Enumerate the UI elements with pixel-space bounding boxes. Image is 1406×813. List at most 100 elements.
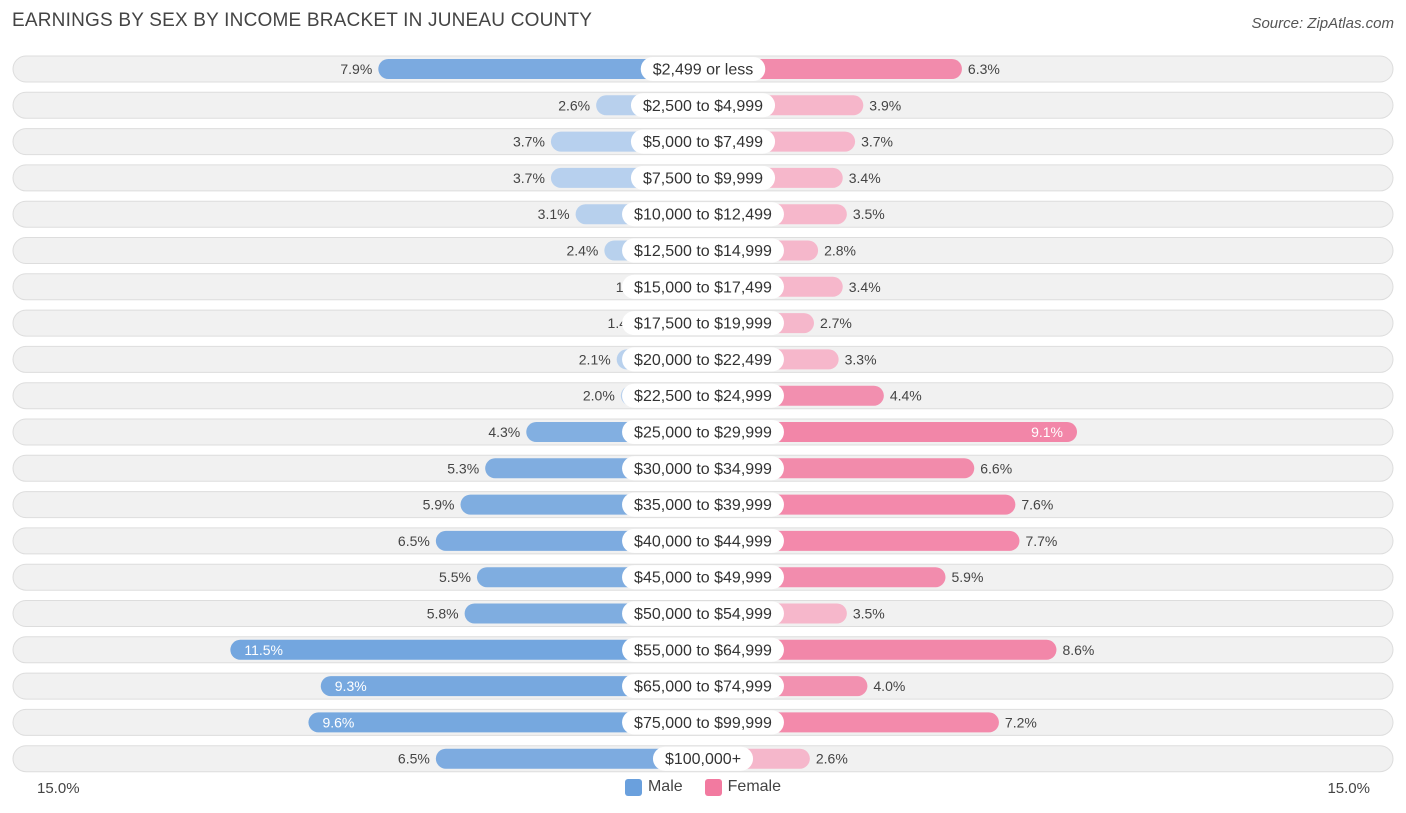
female-value-label: 5.9% [951, 569, 983, 585]
category-pill [622, 492, 784, 517]
chart-row: 5.9% 7.6% $35,000 to $39,999 [12, 491, 1394, 519]
category-pill [622, 456, 784, 481]
category-label: $65,000 to $74,999 [634, 679, 772, 696]
category-label: $7,500 to $9,999 [643, 170, 763, 187]
female-bar [703, 59, 962, 79]
female-value-label: 7.6% [1021, 497, 1053, 513]
chart-row: 2.6% 3.9% $2,500 to $4,999 [12, 91, 1394, 119]
female-bar [703, 422, 1078, 442]
legend-swatch-male [624, 778, 642, 796]
female-value-label: 2.7% [820, 315, 852, 331]
category-pill [652, 746, 754, 771]
chart-row: 3.7% 3.7% $5,000 to $7,499 [12, 128, 1394, 156]
category-pill [622, 347, 784, 372]
male-value-label: 7.9% [340, 61, 372, 77]
chart-row: 4.3% 9.1% $25,000 to $29,999 [12, 418, 1394, 446]
category-label: $30,000 to $34,999 [634, 461, 772, 478]
male-value-label: 6.5% [398, 533, 430, 549]
category-label: $35,000 to $39,999 [634, 497, 772, 514]
chart-title: EARNINGS BY SEX BY INCOME BRACKET IN JUN… [12, 10, 593, 31]
legend-item-female[interactable]: Female [704, 778, 782, 796]
category-label: $75,000 to $99,999 [634, 715, 772, 732]
category-pill [622, 311, 784, 336]
category-label: $12,500 to $14,999 [634, 243, 772, 260]
legend-label-male: Male [647, 778, 683, 795]
category-label: $10,000 to $12,499 [634, 207, 772, 224]
male-value-label: 5.3% [447, 460, 479, 476]
female-value-label: 3.7% [861, 134, 893, 150]
chart-row: 11.5% 8.6% $55,000 to $64,999 [12, 636, 1394, 664]
category-pill [622, 420, 784, 444]
male-bar [378, 59, 703, 79]
male-value-label: 4.3% [488, 424, 520, 440]
chart-row: 2.1% 3.3% $20,000 to $22,499 [12, 345, 1394, 373]
female-value-label: 3.4% [849, 170, 881, 186]
female-value-label: 4.4% [890, 388, 922, 404]
female-value-label: 4.0% [873, 678, 905, 694]
category-pill [622, 202, 784, 227]
chart-row: 3.7% 3.4% $7,500 to $9,999 [12, 164, 1394, 192]
chart-row: 1.4%2.7%$17,500 to $19,999 [12, 309, 1394, 337]
legend: Male Female [0, 778, 1406, 796]
chart-row: 6.5% 2.6% $100,000+ [12, 745, 1394, 773]
female-value-label: 2.6% [816, 751, 848, 767]
female-value-label: 3.5% [853, 206, 885, 222]
male-value-label: 6.5% [398, 751, 430, 767]
male-value-label: 9.3% [335, 678, 367, 694]
category-pill [622, 528, 784, 553]
female-value-label: 2.8% [824, 243, 856, 259]
chart-row: 2.4% 2.8% $12,500 to $14,999 [12, 237, 1394, 264]
male-value-label: 5.8% [427, 606, 459, 622]
legend-item-male[interactable]: Male [624, 778, 683, 796]
male-value-label: 2.1% [579, 351, 611, 367]
category-label: $100,000+ [665, 751, 741, 768]
category-pill [622, 274, 784, 299]
male-bar [230, 639, 703, 660]
category-pill [640, 57, 766, 81]
source-credit: Source: ZipAtlas.com [1251, 15, 1394, 32]
chart-row: 2.0% 4.4% $22,500 to $24,999 [12, 382, 1394, 410]
chart-row: 5.3% 6.6% $30,000 to $34,999 [12, 454, 1394, 482]
male-value-label: 9.6% [322, 714, 354, 730]
legend-label-female: Female [727, 778, 782, 795]
male-bar [435, 748, 703, 769]
male-value-label: 3.7% [513, 134, 545, 150]
category-label: $2,500 to $4,999 [643, 98, 763, 115]
axis-label-left: 15.0% [37, 780, 80, 797]
legend-swatch-female [704, 778, 722, 796]
category-pill [622, 565, 784, 590]
category-pill [630, 129, 776, 154]
category-label: $22,500 to $24,999 [634, 388, 772, 405]
category-label: $55,000 to $64,999 [634, 642, 772, 659]
chart-row: 9.3% 4.0% $65,000 to $74,999 [12, 672, 1394, 700]
male-bar [320, 676, 703, 697]
male-value-label: 2.0% [583, 388, 615, 404]
male-value-label: 5.5% [439, 569, 471, 585]
chart-row: 6.5% 7.7% $40,000 to $44,999 [12, 527, 1394, 555]
diverging-bar-chart: 7.9% 6.3% $2,499 or less 2.6% 3.9% $2,500 to … [12, 55, 1394, 773]
category-label: $15,000 to $17,499 [634, 279, 772, 296]
category-pill [622, 637, 784, 662]
male-value-label: 3.7% [513, 170, 545, 186]
category-label: $20,000 to $22,499 [634, 352, 772, 369]
male-value-label: 3.1% [538, 206, 570, 222]
category-label: $45,000 to $49,999 [634, 570, 772, 587]
male-value-label: 11.5% [244, 642, 283, 658]
female-value-label: 7.2% [1005, 714, 1037, 730]
female-value-label: 6.6% [980, 460, 1012, 476]
female-value-label: 3.4% [849, 279, 881, 295]
female-value-label: 7.7% [1025, 533, 1057, 549]
category-label: $25,000 to $29,999 [634, 425, 772, 442]
male-value-label: 2.6% [558, 97, 590, 113]
category-label: $17,500 to $19,999 [634, 316, 772, 333]
male-bar [308, 712, 703, 733]
category-label: $2,499 or less [653, 62, 754, 79]
female-value-label: 8.6% [1062, 642, 1094, 658]
chart-row: 1.2%3.4%$15,000 to $17,499 [12, 273, 1394, 301]
category-pill [622, 601, 784, 626]
female-value-label: 3.5% [853, 606, 885, 622]
category-label: $50,000 to $54,999 [634, 606, 772, 623]
category-label: $5,000 to $7,499 [643, 134, 763, 151]
category-label: $40,000 to $44,999 [634, 533, 772, 550]
category-pill [622, 710, 784, 735]
